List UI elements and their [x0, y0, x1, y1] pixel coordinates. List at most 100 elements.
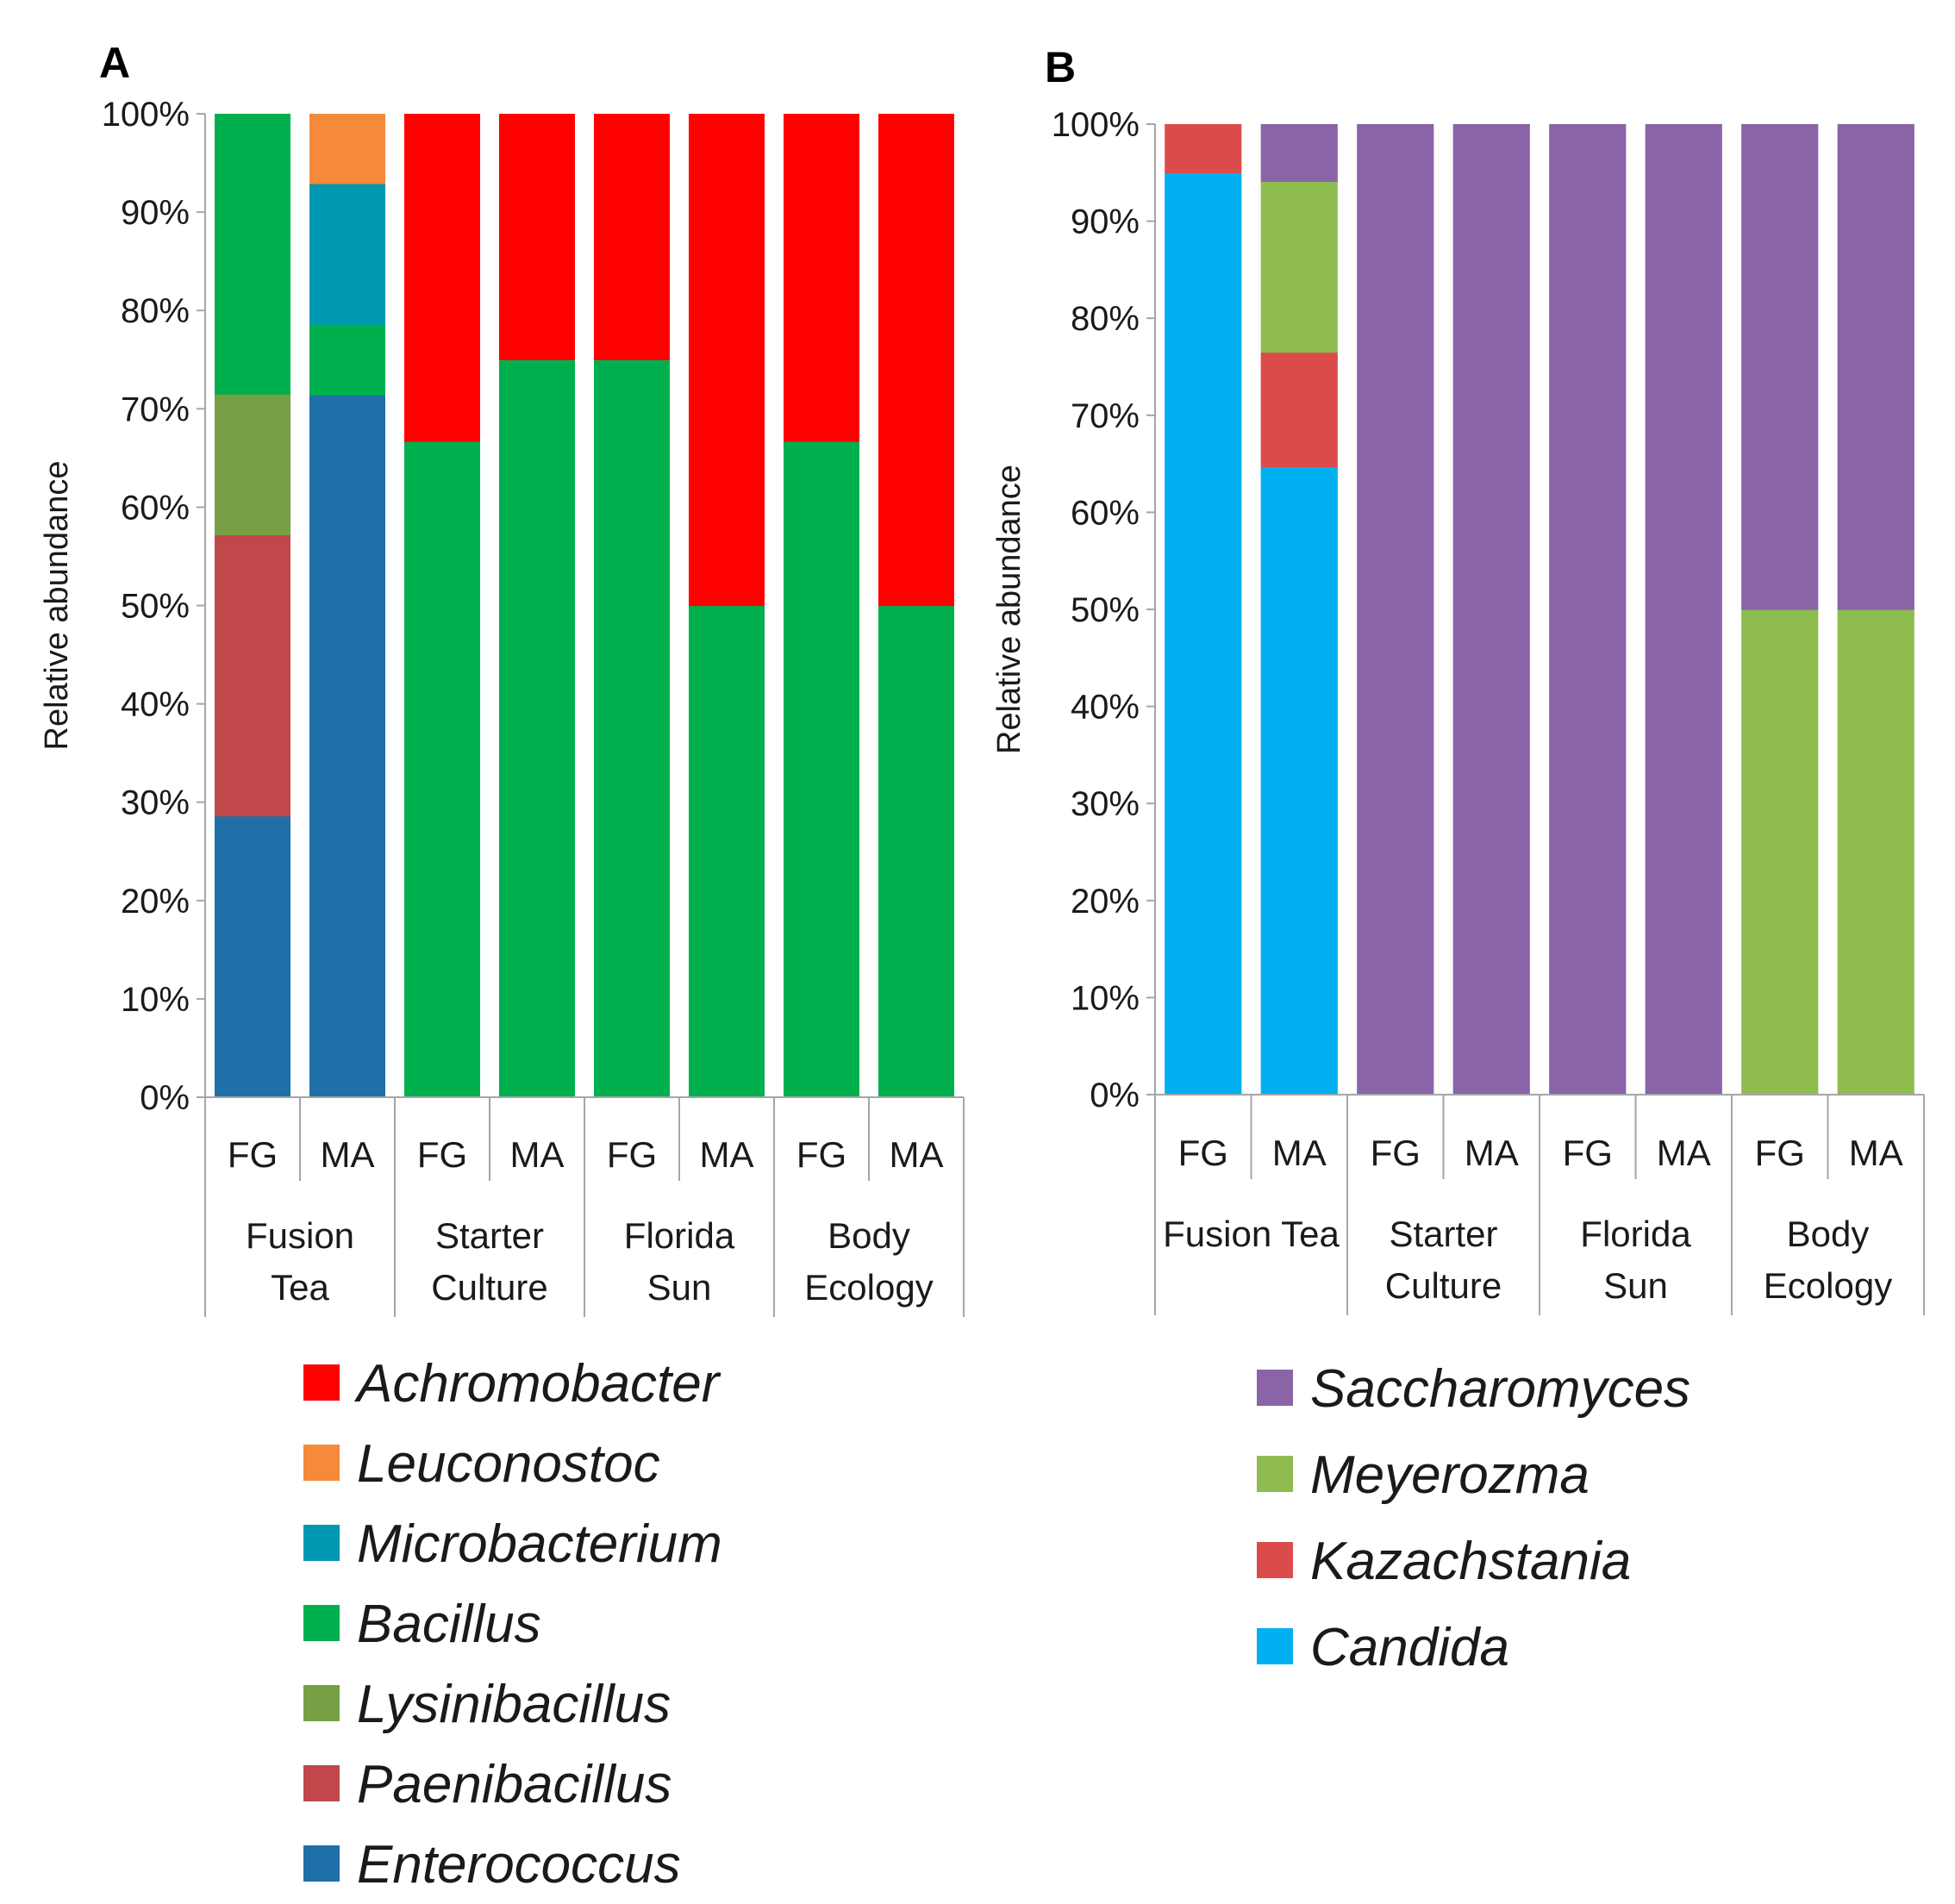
panel-b-category-label: FG [1563, 1133, 1613, 1173]
panel-b-chart: B 0% 10% 20% 30% 40% 50% 60% 70% 80% 90% 100% Relati… [991, 43, 1925, 1677]
panel-b-legend-swatch-meyerozma [1257, 1456, 1293, 1492]
panel-a-bar-enterococcus-2 [309, 395, 385, 1098]
panel-a-group-label-fusion-tea: Tea [271, 1267, 329, 1308]
panel-a-legend-label-paenibacillus: Paenibacillus [357, 1755, 671, 1814]
panel-a-y-tick-label: 40% [121, 686, 190, 724]
panel-b-bar-saccharomyces-4 [1452, 124, 1530, 1096]
panel-a-y-tick-label: 70% [121, 390, 190, 428]
panel-a-category-label: FG [607, 1134, 657, 1175]
panel-b-y-tick-label: 50% [1071, 591, 1140, 629]
panel-a-y-axis-title: Relative abundance [39, 461, 75, 751]
panel-b-category-label: MA [1465, 1133, 1519, 1173]
panel-a-legend-label-leuconostoc: Leuconostoc [357, 1434, 660, 1494]
panel-a-legend-swatch-enterococcus [303, 1845, 340, 1882]
panel-b-y-axis-title: Relative abundance [991, 465, 1027, 754]
panel-a-group-label-starter-culture: Culture [431, 1267, 547, 1308]
panel-a-bar-achromobacter-8 [878, 114, 954, 607]
panel-b-category-label: FG [1755, 1133, 1805, 1173]
panel-b-category-label: MA [1657, 1133, 1711, 1173]
panel-a-y-tick-label: 0% [140, 1079, 190, 1117]
panel-a-legend-label-bacillus: Bacillus [357, 1595, 541, 1654]
panel-a-category-label: MA [321, 1134, 375, 1175]
panel-b-bar-kazachstania-1 [1165, 124, 1242, 173]
panel-b-legend-swatch-saccharomyces [1257, 1370, 1293, 1406]
panel-a-bar-achromobacter-6 [689, 114, 765, 607]
panel-a-y-tick-label: 90% [121, 194, 190, 232]
panel-a-legend-label-enterococcus: Enterococcus [357, 1835, 681, 1895]
panel-a-group-label-florida-sun: Florida [624, 1215, 735, 1256]
panel-a-group-label-body-ecology: Ecology [804, 1267, 933, 1308]
panel-a-bar-leuconostoc-2 [309, 114, 385, 184]
panel-b-bar-candida-2 [1260, 466, 1338, 1096]
panel-b-legend-swatch-candida [1257, 1628, 1293, 1664]
panel-b-bar-saccharomyces-2 [1260, 124, 1338, 183]
panel-a-category-label: FG [796, 1134, 846, 1175]
panel-a-letter: A [99, 39, 130, 87]
panel-b-y-tick-label: 80% [1071, 300, 1140, 338]
panel-a-chart: A 0% 10% 20% 30% 40% 50% 60% 70% 80% 90% 100% Relati… [39, 39, 965, 1895]
panel-a-legend-label-microbacterium: Microbacterium [357, 1514, 722, 1574]
panel-a-bar-bacillus-6 [689, 605, 765, 1098]
panel-b-bar-meyerozma-8 [1837, 609, 1914, 1096]
panel-a-bar-bacillus-8 [878, 605, 954, 1098]
panel-a-group-label-body-ecology: Body [828, 1215, 910, 1256]
panel-a-y-tick-label: 20% [121, 883, 190, 921]
panel-b-group-label-florida-sun: Florida [1580, 1214, 1691, 1254]
panel-a-legend-swatch-microbacterium [303, 1525, 340, 1561]
panel-a-bar-enterococcus-1 [215, 815, 290, 1098]
panel-a-bar-achromobacter-4 [499, 114, 575, 360]
panel-b-legend-label-saccharomyces: Saccharomyces [1310, 1359, 1690, 1419]
panel-b-group-label-florida-sun: Sun [1603, 1265, 1668, 1306]
panel-b-y-tick-label: 30% [1071, 785, 1140, 823]
panel-a-bar-bacillus-7 [784, 440, 859, 1098]
panel-a-category-label: FG [228, 1134, 278, 1175]
panel-a-bar-achromobacter-5 [594, 114, 670, 360]
panel-a-y-tick-label: 80% [121, 292, 190, 330]
panel-b-bar-kazachstania-2 [1260, 352, 1338, 468]
panel-a-legend-swatch-lysinibacillus [303, 1685, 340, 1721]
panel-b-bar-saccharomyces-6 [1645, 124, 1722, 1096]
panel-b-bar-saccharomyces-7 [1741, 124, 1819, 610]
panel-a-bar-paenibacillus-1 [215, 534, 290, 817]
panel-b-letter: B [1045, 43, 1076, 91]
panel-b-y-tick-label: 90% [1071, 203, 1140, 241]
panel-b-group-label-body-ecology: Ecology [1764, 1265, 1892, 1306]
panel-a-category-label: FG [417, 1134, 467, 1175]
panel-a-legend-swatch-leuconostoc [303, 1445, 340, 1481]
panel-b-bar-candida-1 [1165, 172, 1242, 1096]
panel-a-y-tick-label: 30% [121, 784, 190, 822]
panel-b-legend-label-candida: Candida [1310, 1618, 1509, 1677]
panel-a-bar-microbacterium-2 [309, 184, 385, 325]
panel-a-bar-bacillus-2 [309, 324, 385, 396]
panel-b-bar-meyerozma-2 [1260, 181, 1338, 353]
panel-a-bar-bacillus-4 [499, 359, 575, 1098]
panel-a-y-tick-label: 50% [121, 588, 190, 626]
panel-a-y-tick-label: 60% [121, 489, 190, 527]
panel-b-bar-saccharomyces-3 [1357, 124, 1434, 1096]
panel-a-bar-bacillus-5 [594, 359, 670, 1098]
panel-b-y-tick-label: 0% [1090, 1077, 1140, 1114]
panel-b-bar-saccharomyces-8 [1837, 124, 1914, 610]
panel-b-bar-meyerozma-7 [1741, 609, 1819, 1096]
panel-b-legend-swatch-kazachstania [1257, 1542, 1293, 1578]
panel-b-y-tick-label: 40% [1071, 689, 1140, 727]
panel-b-category-label: FG [1178, 1133, 1228, 1173]
panel-a-legend-label-lysinibacillus: Lysinibacillus [357, 1675, 671, 1734]
panel-a-legend-swatch-bacillus [303, 1605, 340, 1641]
panel-a-group-label-florida-sun: Sun [647, 1267, 712, 1308]
panel-a-bar-bacillus-3 [404, 440, 480, 1098]
panel-b-category-label: FG [1371, 1133, 1421, 1173]
panel-b-y-tick-label: 60% [1071, 494, 1140, 532]
panel-a-y-tick-label: 10% [121, 981, 190, 1019]
panel-a-legend-swatch-paenibacillus [303, 1765, 340, 1801]
panel-a-group-label-fusion-tea: Fusion [246, 1215, 354, 1256]
panel-a-group-label-starter-culture: Starter [435, 1215, 544, 1256]
panel-a-bar-bacillus-1 [215, 114, 290, 395]
panel-a-legend-swatch-achromobacter [303, 1364, 340, 1401]
panel-a-bar-achromobacter-3 [404, 114, 480, 442]
panel-a-bar-achromobacter-7 [784, 114, 859, 442]
panel-b-group-label-body-ecology: Body [1787, 1214, 1870, 1254]
panel-b-bar-saccharomyces-5 [1549, 124, 1627, 1096]
panel-a-category-label: MA [700, 1134, 754, 1175]
